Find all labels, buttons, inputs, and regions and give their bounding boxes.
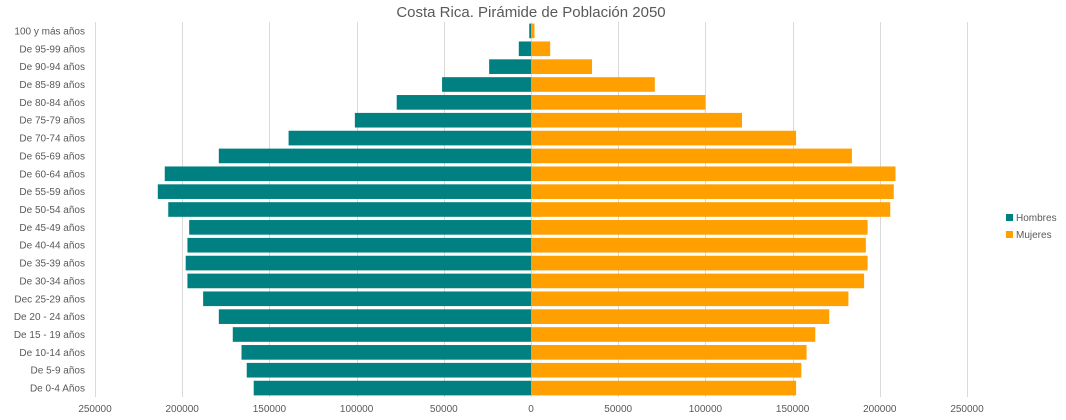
y-tick-label: De 85-89 años bbox=[19, 80, 85, 91]
bar-hombres bbox=[354, 112, 531, 128]
bar-hombres bbox=[203, 291, 532, 307]
bar-hombres bbox=[187, 273, 531, 289]
bar-mujeres bbox=[531, 112, 743, 128]
y-tick-label: De 10-14 años bbox=[19, 348, 85, 359]
x-tick-label: 250000 bbox=[78, 404, 112, 415]
bar-mujeres bbox=[531, 202, 891, 217]
bar-mujeres bbox=[531, 273, 865, 289]
y-tick-label: De 30-34 años bbox=[19, 276, 85, 287]
x-tick-label: 100000 bbox=[689, 404, 723, 415]
bar-mujeres bbox=[531, 345, 807, 360]
bar-hombres bbox=[164, 166, 531, 182]
y-tick-label: De 75-79 años bbox=[19, 116, 85, 127]
bar-hombres bbox=[518, 41, 531, 57]
bar-hombres bbox=[218, 148, 531, 164]
bar-hombres bbox=[442, 77, 531, 92]
x-tick-label: 100000 bbox=[340, 404, 374, 415]
bar-hombres bbox=[232, 327, 531, 342]
y-tick-label: De 20 - 24 años bbox=[14, 312, 85, 323]
chart-title: Costa Rica. Pirámide de Población 2050 bbox=[396, 4, 665, 21]
y-tick-label: De 15 - 19 años bbox=[14, 330, 85, 341]
bar-mujeres bbox=[531, 41, 551, 57]
bar-hombres bbox=[246, 362, 531, 378]
x-tick-label: 150000 bbox=[776, 404, 810, 415]
bar-mujeres bbox=[531, 380, 797, 396]
y-tick-label: De 70-74 años bbox=[19, 134, 85, 145]
y-tick-label: De 55-59 años bbox=[19, 187, 85, 198]
bar-hombres bbox=[187, 237, 531, 253]
legend-label: Hombres bbox=[1016, 213, 1057, 224]
legend-swatch bbox=[1006, 231, 1013, 238]
y-tick-label: De 60-64 años bbox=[19, 169, 85, 180]
x-tick-label: 250000 bbox=[950, 404, 984, 415]
bars bbox=[157, 23, 896, 396]
x-tick-label: 0 bbox=[528, 404, 534, 415]
bar-hombres bbox=[185, 255, 532, 271]
bar-mujeres bbox=[531, 255, 868, 271]
bar-mujeres bbox=[531, 291, 849, 307]
legend: Hombres Mujeres bbox=[1006, 213, 1057, 241]
x-tick-label: 50000 bbox=[430, 404, 458, 415]
bar-hombres bbox=[168, 202, 532, 217]
bar-mujeres bbox=[531, 59, 593, 74]
bar-hombres bbox=[253, 380, 532, 396]
bar-mujeres bbox=[531, 130, 797, 146]
bar-mujeres bbox=[531, 220, 868, 235]
bar-hombres bbox=[241, 345, 531, 360]
y-tick-label: De 35-39 años bbox=[19, 259, 85, 270]
bar-hombres bbox=[157, 184, 531, 199]
y-tick-label: Dec 25-29 años bbox=[14, 294, 85, 305]
x-tick-label: 150000 bbox=[253, 404, 287, 415]
legend-swatch bbox=[1006, 214, 1013, 221]
y-axis-labels: De 0-4 Años De 5-9 años De 10-14 años De 15… bbox=[14, 26, 85, 394]
x-tick-label: 50000 bbox=[604, 404, 632, 415]
bar-hombres bbox=[288, 130, 531, 146]
y-tick-label: De 40-44 años bbox=[19, 241, 85, 252]
x-tick-label: 200000 bbox=[166, 404, 200, 415]
y-tick-label: De 95-99 años bbox=[19, 44, 85, 55]
legend-label: Mujeres bbox=[1016, 230, 1052, 241]
bar-mujeres bbox=[531, 184, 894, 199]
y-tick-label: De 65-69 años bbox=[19, 151, 85, 162]
bar-mujeres bbox=[531, 166, 896, 182]
bar-hombres bbox=[529, 23, 531, 39]
y-tick-label: De 0-4 Años bbox=[30, 384, 85, 395]
x-tick-label: 200000 bbox=[863, 404, 897, 415]
bar-mujeres bbox=[531, 148, 852, 164]
bar-mujeres bbox=[531, 77, 655, 92]
bar-hombres bbox=[218, 309, 531, 324]
bar-mujeres bbox=[531, 327, 816, 342]
y-tick-label: De 50-54 años bbox=[19, 205, 85, 216]
y-tick-label: De 5-9 años bbox=[31, 366, 85, 377]
bar-mujeres bbox=[531, 23, 535, 39]
y-tick-label: 100 y más años bbox=[14, 26, 85, 37]
bar-mujeres bbox=[531, 95, 706, 110]
y-tick-label: De 90-94 años bbox=[19, 62, 85, 73]
bar-hombres bbox=[489, 59, 531, 74]
bar-mujeres bbox=[531, 237, 866, 253]
bar-hombres bbox=[189, 220, 531, 235]
y-tick-label: De 80-84 años bbox=[19, 98, 85, 109]
bar-mujeres bbox=[531, 362, 802, 378]
x-axis-labels: 250000 200000 150000 100000 50000 0 50000 10000… bbox=[78, 404, 984, 415]
bar-hombres bbox=[396, 95, 531, 110]
y-tick-label: De 45-49 años bbox=[19, 223, 85, 234]
bar-mujeres bbox=[531, 309, 830, 324]
